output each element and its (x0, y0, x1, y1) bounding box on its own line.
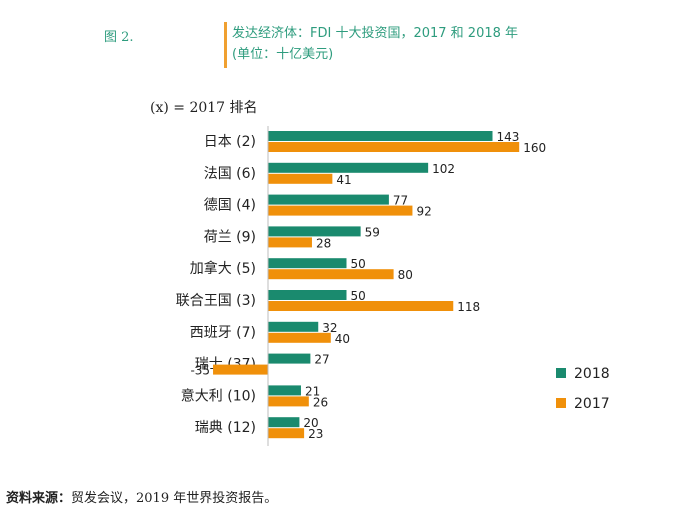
category-label: 意大利 (10) (181, 387, 256, 404)
bar-2018 (268, 194, 389, 205)
data-label-2018: 20 (303, 416, 318, 430)
data-label-2017: 118 (457, 300, 480, 314)
bar-2017 (268, 301, 454, 311)
category-label: 法国 (6) (204, 166, 256, 182)
data-label-2017: 23 (308, 427, 323, 441)
bar-2018 (268, 162, 429, 173)
legend: 2018 2017 (556, 366, 610, 412)
bar-2017 (268, 237, 312, 248)
data-label-2017: 41 (336, 173, 351, 187)
bar-2018 (268, 353, 311, 364)
data-label-2018: 50 (351, 257, 366, 271)
data-label-2017: -35 (190, 364, 210, 378)
data-label-2017: 92 (416, 205, 431, 219)
bar-2018 (268, 290, 347, 300)
legend-swatch-2017 (556, 398, 566, 408)
category-label: 加拿大 (5) (190, 260, 256, 277)
bar-2017 (268, 173, 333, 184)
data-label-2017: 40 (335, 332, 350, 346)
category-label: 日本 (2) (204, 134, 256, 150)
bar-2017 (268, 428, 305, 439)
bar-2018 (268, 131, 493, 141)
source-note: 资料来源：贸发会议，2019 年世界投资报告。 (6, 487, 277, 506)
source-text: 贸发会议，2019 年世界投资报告。 (71, 491, 278, 506)
bar-2018 (268, 321, 319, 332)
bar-2017 (268, 142, 520, 152)
bar-2017 (268, 396, 309, 407)
legend-swatch-2018 (556, 368, 566, 378)
category-label: 西班牙 (7) (190, 325, 256, 341)
data-label-2017: 80 (398, 268, 413, 282)
data-label-2018: 77 (393, 194, 408, 208)
figure-label: 图 2. (104, 30, 134, 45)
bar-2017 (213, 364, 268, 375)
data-label-2018: 59 (365, 225, 380, 239)
category-label: 荷兰 (9) (204, 229, 256, 245)
bar-2018 (268, 226, 361, 237)
data-label-2018: 21 (305, 384, 320, 398)
legend-label-2017: 2017 (574, 396, 610, 412)
data-label-2018: 143 (497, 130, 520, 144)
data-label-2018: 50 (351, 289, 366, 303)
chart-title-line2: (单位：十亿美元) (232, 47, 334, 62)
bar-2018 (268, 417, 300, 428)
category-label: 瑞典 (12) (195, 420, 256, 436)
data-label-2017: 28 (316, 236, 331, 250)
chart-title: 发达经济体：FDI 十大投资国，2017 和 2018 年 (单位：十亿美元) (232, 23, 518, 65)
source-label: 资料来源： (6, 491, 72, 506)
data-label-2017: 26 (313, 395, 328, 409)
bar-2017 (268, 332, 331, 343)
category-label: 德国 (4) (204, 198, 256, 214)
data-label-2018: 102 (432, 162, 455, 176)
data-label-2018: 32 (322, 321, 337, 335)
title-accent-bar (224, 22, 227, 68)
bar-2018 (268, 385, 301, 396)
chart-title-line1: 发达经济体：FDI 十大投资国，2017 和 2018 年 (232, 26, 519, 41)
bar-2017 (268, 205, 413, 216)
category-label: 联合王国 (3) (176, 293, 256, 309)
legend-label-2018: 2018 (574, 366, 610, 382)
bar-2017 (268, 269, 394, 280)
bar-2018 (268, 258, 347, 269)
rank-note: (x) = 2017 排名 (150, 100, 258, 116)
data-label-2018: 27 (314, 353, 329, 367)
data-label-2017: 160 (523, 141, 546, 155)
